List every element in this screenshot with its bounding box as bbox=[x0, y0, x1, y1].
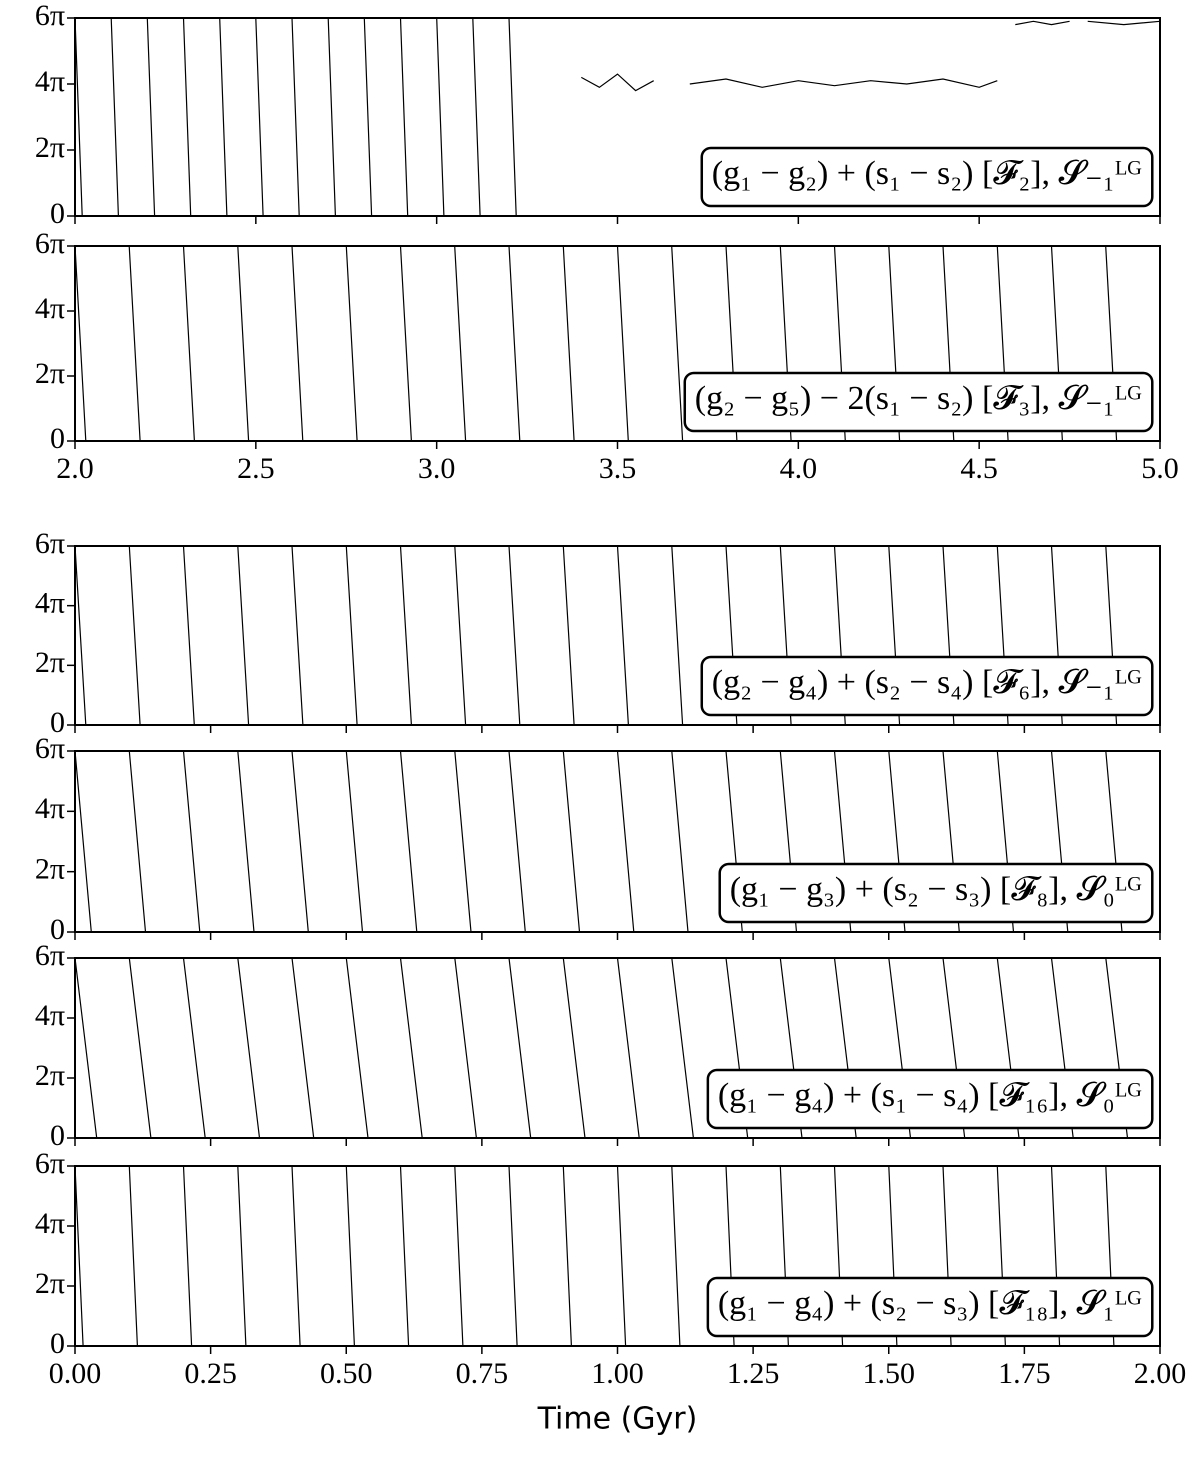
plot-area bbox=[75, 246, 1118, 441]
y-tick-label: 0 bbox=[50, 913, 65, 946]
y-tick-label: 2π bbox=[35, 357, 65, 390]
plot-area bbox=[75, 18, 1160, 216]
annotation-box bbox=[700, 146, 1154, 208]
x-tick-label: 3.5 bbox=[599, 452, 637, 485]
x-tick-label: 2.0 bbox=[56, 452, 94, 485]
x-tick-label: 1.50 bbox=[863, 1357, 916, 1390]
x-tick-label: 3.0 bbox=[418, 452, 456, 485]
y-tick-label: 6π bbox=[35, 939, 65, 972]
y-tick-label: 6π bbox=[35, 1147, 65, 1180]
annotation: (g₂ − g₅) − 2(s₁ − s₂) [𝓕₃], 𝓢₋₁ᴸᴳ bbox=[695, 380, 1143, 417]
x-tick-label: 4.0 bbox=[780, 452, 818, 485]
annotation: (g₁ − g₃) + (s₂ − s₃) [𝓕₈], 𝓢₀ᴸᴳ bbox=[730, 871, 1143, 908]
y-tick-label: 2π bbox=[35, 131, 65, 164]
plot-area bbox=[75, 751, 1123, 932]
x-tick-label: 5.0 bbox=[1141, 452, 1179, 485]
angle-line bbox=[75, 18, 1160, 216]
angle-line bbox=[75, 751, 1123, 932]
y-tick-label: 4π bbox=[35, 65, 65, 98]
y-tick-label: 4π bbox=[35, 792, 65, 825]
annotation-box bbox=[706, 1068, 1154, 1130]
y-tick-label: 2π bbox=[35, 1267, 65, 1300]
plot-area bbox=[75, 1166, 1115, 1346]
x-tick-label: 0.00 bbox=[49, 1357, 102, 1390]
y-tick-label: 4π bbox=[35, 292, 65, 325]
x-tick-label: 1.25 bbox=[727, 1357, 780, 1390]
plot-area bbox=[75, 958, 1129, 1138]
x-tick-label: 0.25 bbox=[184, 1357, 237, 1390]
y-tick-label: 6π bbox=[35, 527, 65, 560]
x-tick-label: 4.5 bbox=[960, 452, 998, 485]
y-tick-label: 4π bbox=[35, 587, 65, 620]
annotation: (g₂ − g₄) + (s₂ − s₄) [𝓕₆], 𝓢₋₁ᴸᴳ bbox=[712, 664, 1143, 701]
y-tick-label: 6π bbox=[35, 732, 65, 765]
y-tick-label: 4π bbox=[35, 1207, 65, 1240]
y-tick-label: 0 bbox=[50, 706, 65, 739]
x-tick-label: 1.75 bbox=[998, 1357, 1051, 1390]
plot-area bbox=[75, 546, 1118, 725]
y-tick-label: 6π bbox=[35, 0, 65, 32]
angle-line bbox=[75, 1166, 1115, 1346]
y-tick-label: 2π bbox=[35, 853, 65, 886]
x-tick-label: 2.5 bbox=[237, 452, 275, 485]
x-tick-label: 2.00 bbox=[1134, 1357, 1187, 1390]
annotation-box bbox=[700, 655, 1154, 717]
y-tick-label: 0 bbox=[50, 1327, 65, 1360]
angle-line bbox=[75, 246, 1118, 441]
y-tick-label: 2π bbox=[35, 1059, 65, 1092]
y-tick-label: 2π bbox=[35, 646, 65, 679]
y-tick-label: 0 bbox=[50, 197, 65, 230]
annotation: (g₁ − g₂) + (s₁ − s₂) [𝓕₂], 𝓢₋₁ᴸᴳ bbox=[712, 155, 1143, 192]
y-tick-label: 6π bbox=[35, 227, 65, 260]
annotation: (g₁ − g₄) + (s₁ − s₄) [𝓕₁₆], 𝓢₀ᴸᴳ bbox=[718, 1077, 1142, 1114]
x-tick-label: 1.00 bbox=[591, 1357, 644, 1390]
annotation-box bbox=[683, 371, 1154, 433]
y-tick-label: 0 bbox=[50, 422, 65, 455]
x-tick-label: 0.50 bbox=[320, 1357, 373, 1390]
annotation-box bbox=[706, 1276, 1154, 1338]
annotation: (g₁ − g₄) + (s₂ − s₃) [𝓕₁₈], 𝓢₁ᴸᴳ bbox=[718, 1285, 1142, 1322]
angle-line bbox=[75, 546, 1118, 725]
x-tick-label: 0.75 bbox=[456, 1357, 509, 1390]
y-tick-label: 0 bbox=[50, 1119, 65, 1152]
annotation-box bbox=[718, 862, 1154, 924]
angle-line bbox=[75, 958, 1129, 1138]
x-axis-label: Time (Gyr) bbox=[537, 1402, 698, 1437]
y-tick-label: 4π bbox=[35, 999, 65, 1032]
